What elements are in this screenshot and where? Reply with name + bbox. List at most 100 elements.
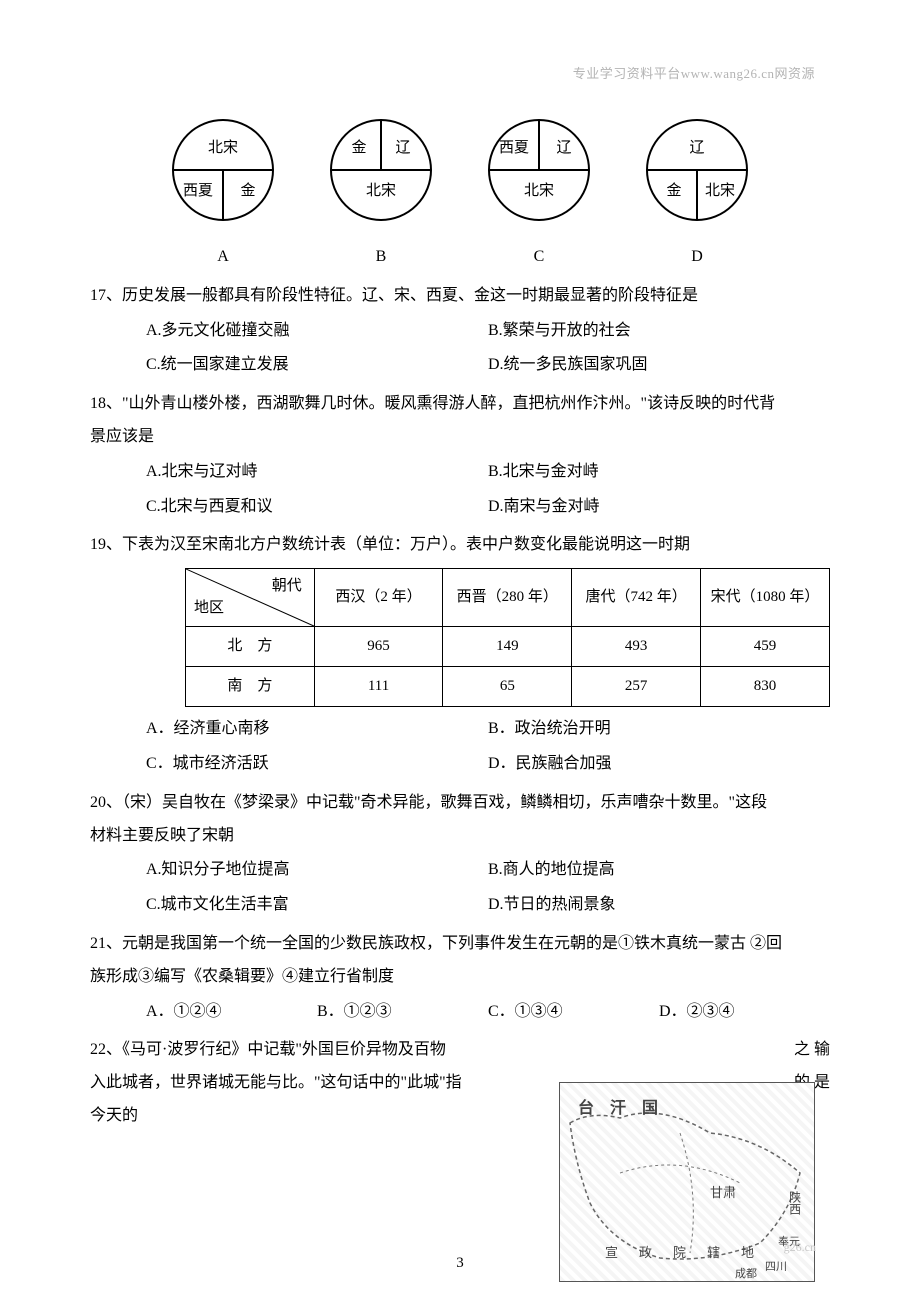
map-label-xuanzheng: 宣 政 院 辖 地 [605, 1241, 758, 1264]
watermark-bottom-right: g26.cn [784, 1237, 816, 1259]
circle-c-tr: 辽 [556, 139, 571, 156]
q19-opt-a: A．经济重心南移 [146, 715, 488, 744]
circle-option-c: 西夏 辽 北宋 C [484, 115, 594, 272]
question-20: 20、（宋）吴自牧在《梦梁录》中记载"奇术异能，歌舞百戏，鳞鳞相切，乐声嘈杂十数… [90, 789, 830, 920]
circle-b-tl: 金 [351, 139, 366, 156]
q20-stem-1: 20、（宋）吴自牧在《梦梁录》中记载"奇术异能，歌舞百戏，鳞鳞相切，乐声嘈杂十数… [90, 789, 830, 818]
circle-option-b: 金 辽 北宋 B [326, 115, 436, 272]
page-number: 3 [456, 1250, 464, 1277]
map-label-gansu: 甘肃 [710, 1181, 736, 1204]
th-col-1: 西汉（2 年） [314, 569, 443, 627]
th-col-4: 宋代（1080 年） [701, 569, 830, 627]
q18-opt-a: A.北宋与辽对峙 [146, 458, 488, 487]
q20-row1: A.知识分子地位提高 B.商人的地位提高 [90, 856, 830, 885]
q17-opt-c: C.统一国家建立发展 [146, 351, 488, 380]
q18-opt-c: C.北宋与西夏和议 [146, 493, 488, 522]
q20-row2: C.城市文化生活丰富 D.节日的热闹景象 [90, 891, 830, 920]
q17-row1: A.多元文化碰撞交融 B.繁荣与开放的社会 [90, 317, 830, 346]
table-row: 朝代 地区 西汉（2 年） 西晋（280 年） 唐代（742 年） 宋代（108… [186, 569, 830, 627]
circle-label-d: D [691, 243, 703, 272]
q21-opt-a: A．①②④ [146, 998, 317, 1027]
diagonal-header-cell: 朝代 地区 [186, 569, 315, 627]
map-label-chengdu: 成都 [735, 1265, 757, 1285]
circle-c-bottom: 北宋 [524, 182, 554, 199]
q19-table: 朝代 地区 西汉（2 年） 西晋（280 年） 唐代（742 年） 宋代（108… [185, 568, 830, 707]
circle-d-bl: 金 [666, 182, 681, 199]
q22-l2-a: 入此城者，世界诸城无能与比。"这句话中的"此城"指 [90, 1069, 462, 1098]
td: 149 [443, 627, 572, 667]
circle-option-a: 北宋 西夏 金 A [168, 115, 278, 272]
q18-row2: C.北宋与西夏和议 D.南宋与金对峙 [90, 493, 830, 522]
q20-stem-2: 材料主要反映了宋朝 [90, 822, 830, 851]
circle-label-c: C [534, 243, 545, 272]
question-18: 18、"山外青山楼外楼，西湖歌舞几时休。暖风熏得游人醉，直把杭州作汴州。"该诗反… [90, 390, 830, 521]
q22-l1-a: 22、《马可·波罗行纪》中记载"外国巨价异物及百物 [90, 1036, 446, 1065]
q18-row1: A.北宋与辽对峙 B.北宋与金对峙 [90, 458, 830, 487]
q19-opt-b: B．政治统治开明 [488, 715, 830, 744]
q19-row2: C．城市经济活跃 D．民族融合加强 [90, 750, 830, 779]
q21-stem-2: 族形成③编写《农桑辑要》④建立行省制度 [90, 963, 830, 992]
question-19: 19、下表为汉至宋南北方户数统计表（单位：万户）。表中户数变化最能说明这一时期 … [90, 531, 830, 778]
row-south-label: 南 方 [186, 667, 315, 707]
q18-stem-2: 景应该是 [90, 423, 830, 452]
q18-opt-d: D.南宋与金对峙 [488, 493, 830, 522]
circle-diagram-c: 西夏 辽 北宋 [484, 115, 594, 225]
q21-opts: A．①②④ B．①②③ C．①③④ D．②③④ [90, 998, 830, 1027]
q20-opt-d: D.节日的热闹景象 [488, 891, 830, 920]
q17-stem: 17、历史发展一般都具有阶段性特征。辽、宋、西夏、金这一时期最显著的阶段特征是 [90, 282, 830, 311]
q21-stem-1: 21、元朝是我国第一个统一全国的少数民族政权，下列事件发生在元朝的是①铁木真统一… [90, 930, 830, 959]
q22-l1-b: 之 输 [794, 1036, 830, 1065]
map-label-sichuan: 四川 [765, 1258, 787, 1278]
circle-a-top: 北宋 [208, 139, 238, 156]
q19-opt-c: C．城市经济活跃 [146, 750, 488, 779]
question-17: 17、历史发展一般都具有阶段性特征。辽、宋、西夏、金这一时期最显著的阶段特征是 … [90, 282, 830, 380]
circle-b-bottom: 北宋 [366, 182, 396, 199]
circle-a-bl: 西夏 [183, 183, 213, 199]
q17-opt-d: D.统一多民族国家巩固 [488, 351, 830, 380]
q20-opt-c: C.城市文化生活丰富 [146, 891, 488, 920]
td: 257 [572, 667, 701, 707]
q21-opt-b: B．①②③ [317, 998, 488, 1027]
q18-stem-1: 18、"山外青山楼外楼，西湖歌舞几时休。暖风熏得游人醉，直把杭州作汴州。"该诗反… [90, 390, 830, 419]
q22-line-1: 22、《马可·波罗行纪》中记载"外国巨价异物及百物 之 输 [90, 1036, 830, 1065]
row-north-label: 北 方 [186, 627, 315, 667]
table-row: 北 方 965 149 493 459 [186, 627, 830, 667]
map-figure: 台 汗 国 甘肃 陕西 宣 政 院 辖 地 奉元 四川 成都 g26.cn [559, 1082, 815, 1282]
td: 965 [314, 627, 443, 667]
td: 830 [701, 667, 830, 707]
circle-label-b: B [376, 243, 387, 272]
q20-opt-b: B.商人的地位提高 [488, 856, 830, 885]
td: 65 [443, 667, 572, 707]
q21-opt-d: D．②③④ [659, 998, 830, 1027]
circle-a-br: 金 [240, 182, 255, 199]
circle-diagram-d: 辽 金 北宋 [642, 115, 752, 225]
td: 493 [572, 627, 701, 667]
circle-diagram-b: 金 辽 北宋 [326, 115, 436, 225]
q19-row1: A．经济重心南移 B．政治统治开明 [90, 715, 830, 744]
circle-b-tr: 辽 [395, 139, 410, 156]
watermark-top: 专业学习资料平台www.wang26.cn网资源 [573, 62, 815, 85]
circle-option-d: 辽 金 北宋 D [642, 115, 752, 272]
q17-opt-b: B.繁荣与开放的社会 [488, 317, 830, 346]
circle-c-tl: 西夏 [499, 140, 529, 156]
q18-opt-b: B.北宋与金对峙 [488, 458, 830, 487]
map-label-taihanguo: 台 汗 国 [578, 1095, 658, 1124]
diag-top-label: 朝代 [272, 573, 302, 600]
q19-opt-d: D．民族融合加强 [488, 750, 830, 779]
q17-opt-a: A.多元文化碰撞交融 [146, 317, 488, 346]
circle-label-a: A [217, 243, 229, 272]
q21-opt-c: C．①③④ [488, 998, 659, 1027]
q20-opt-a: A.知识分子地位提高 [146, 856, 488, 885]
td: 459 [701, 627, 830, 667]
td: 111 [314, 667, 443, 707]
q19-stem: 19、下表为汉至宋南北方户数统计表（单位：万户）。表中户数变化最能说明这一时期 [90, 531, 830, 560]
circle-d-top: 辽 [689, 139, 704, 156]
map-label-shaanxi: 陕西 [783, 1191, 805, 1215]
q17-row2: C.统一国家建立发展 D.统一多民族国家巩固 [90, 351, 830, 380]
circle-d-br: 北宋 [705, 182, 735, 199]
question-21: 21、元朝是我国第一个统一全国的少数民族政权，下列事件发生在元朝的是①铁木真统一… [90, 930, 830, 1026]
circle-diagram-a: 北宋 西夏 金 [168, 115, 278, 225]
th-col-3: 唐代（742 年） [572, 569, 701, 627]
th-col-2: 西晋（280 年） [443, 569, 572, 627]
circle-options-row: 北宋 西夏 金 A 金 辽 北宋 B 西夏 [90, 115, 830, 272]
